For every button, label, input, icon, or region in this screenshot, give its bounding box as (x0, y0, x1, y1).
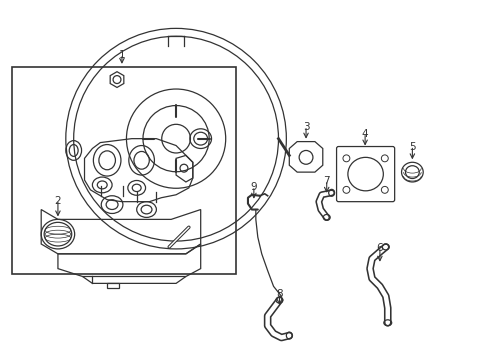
Bar (107, 283, 119, 288)
Text: 4: 4 (362, 129, 368, 139)
Text: 3: 3 (303, 122, 309, 132)
Text: 6: 6 (377, 243, 383, 253)
Text: 5: 5 (409, 141, 416, 152)
FancyBboxPatch shape (337, 147, 394, 202)
Text: 2: 2 (54, 196, 61, 206)
Text: 9: 9 (250, 182, 257, 192)
Text: 1: 1 (119, 50, 125, 60)
Text: 8: 8 (276, 289, 283, 299)
Text: 7: 7 (323, 176, 330, 186)
Bar (12, 67, 236, 274)
